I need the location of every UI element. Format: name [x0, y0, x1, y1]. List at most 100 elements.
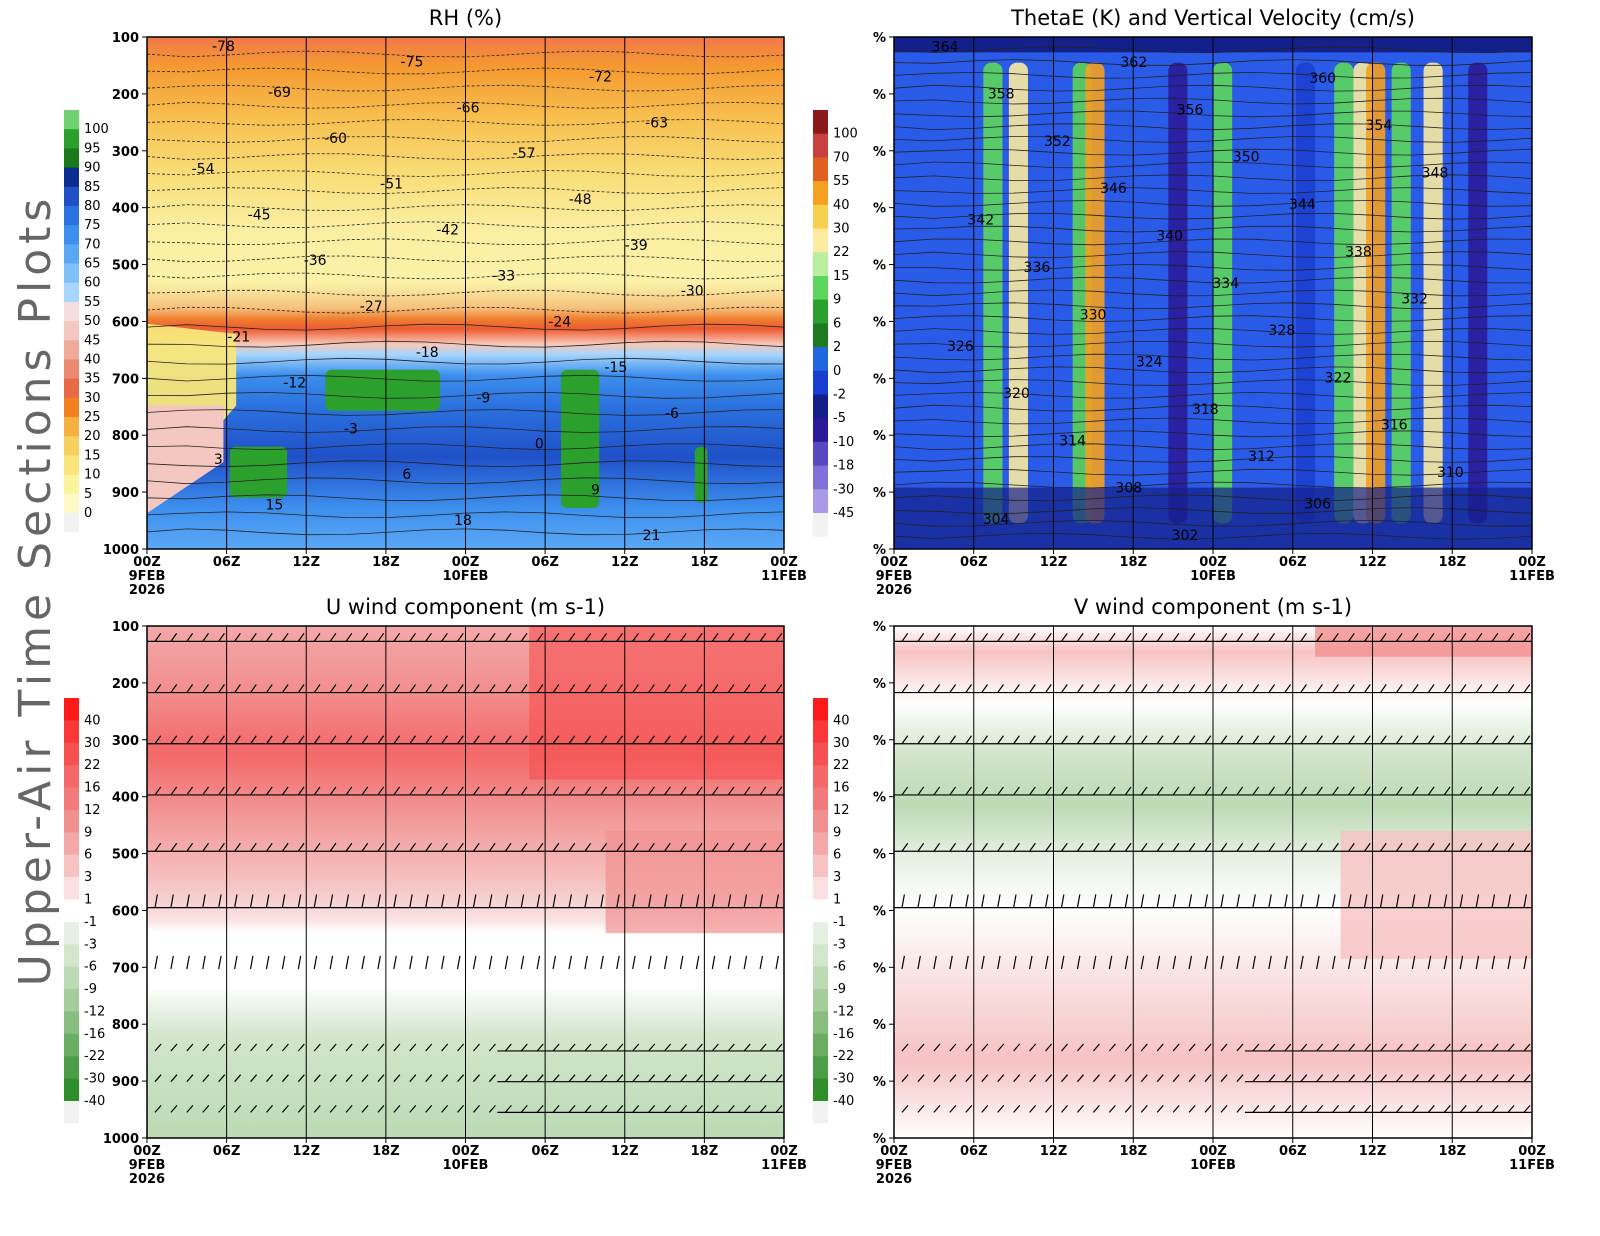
wind-barb	[1300, 735, 1307, 745]
wind-barb	[1013, 894, 1017, 908]
wind-barb	[409, 735, 416, 745]
wind-barb	[1028, 955, 1033, 970]
colorbar-label: 6	[833, 848, 841, 863]
colorbar-swatch	[64, 921, 79, 945]
wind-barb	[648, 684, 655, 693]
wind-barb	[981, 1043, 989, 1052]
wind-barb	[1523, 735, 1531, 745]
wind-barb	[664, 1043, 672, 1052]
wind-barb	[711, 684, 719, 693]
wind-barb	[1379, 735, 1387, 745]
x-tick-label: 00Z	[770, 555, 798, 570]
wind-barb	[648, 894, 652, 908]
colorbar-label: -30	[84, 1072, 105, 1087]
contour-line	[146, 187, 785, 194]
wind-barb	[425, 735, 432, 745]
wind-barb	[949, 955, 953, 970]
wind-barb	[1332, 1105, 1340, 1113]
wind-barb	[616, 632, 623, 642]
wind-barb	[250, 1105, 258, 1113]
colorbar-swatch	[64, 493, 79, 514]
wind-barb	[1347, 894, 1352, 908]
wind-barb	[313, 735, 321, 745]
wind-barb	[1300, 842, 1307, 852]
y-tick-label: 100	[112, 31, 139, 46]
wind-barb	[170, 842, 178, 852]
wind-barb	[393, 955, 397, 970]
wind-barb	[313, 1074, 321, 1083]
wind-barb	[1044, 955, 1049, 970]
colorbar-swatch	[813, 944, 828, 968]
chart-panel-vwind: V wind component (m s-1)%%%%%%%%%%00Z 06Z…	[813, 595, 1555, 1187]
wind-barb	[917, 735, 925, 745]
wind-barb	[584, 1043, 592, 1052]
wind-barb	[1140, 1043, 1148, 1052]
wind-barb	[1252, 955, 1256, 970]
wind-barb	[1443, 842, 1451, 852]
wind-barb	[1188, 786, 1196, 796]
x-tick-label: 00Z	[880, 1144, 908, 1159]
wind-barb	[600, 955, 604, 970]
wind-barb	[600, 786, 608, 796]
colorbar-label: 100	[833, 127, 858, 142]
wind-barb	[584, 1105, 592, 1113]
wind-barb	[1443, 955, 1448, 970]
colorbar-label: -1	[833, 915, 846, 930]
wind-barb	[361, 955, 365, 970]
rh-saturated-zone	[561, 369, 600, 509]
wind-barb	[664, 735, 671, 745]
wind-barb	[664, 842, 671, 852]
contour-label: 18	[454, 513, 472, 529]
wind-barb	[1252, 894, 1256, 908]
wind-barb	[186, 842, 194, 852]
wind-barb	[1507, 735, 1515, 745]
colorbar-label: -45	[833, 506, 854, 521]
wind-barb	[1252, 786, 1260, 796]
wind-barb	[1364, 632, 1371, 642]
contour-label: -63	[645, 116, 668, 132]
wind-barb	[1252, 1043, 1260, 1052]
y-tick-label: 700	[112, 372, 139, 387]
wind-barb	[170, 684, 178, 693]
wind-barb	[584, 735, 592, 745]
wind-barb	[1156, 1043, 1164, 1052]
wind-barb	[1029, 786, 1036, 796]
colorbar-swatch	[813, 157, 828, 182]
contour-line	[146, 204, 785, 211]
wind-barb	[520, 684, 528, 693]
wind-barb	[1284, 1074, 1292, 1083]
wind-barb	[727, 955, 732, 970]
wind-barb	[965, 1105, 973, 1113]
wind-barb	[1188, 1105, 1196, 1113]
wind-barb	[1427, 786, 1435, 796]
y-tick-label: 400	[112, 202, 139, 217]
wind-barb	[1380, 1043, 1387, 1052]
wind-barb	[202, 684, 209, 693]
x-tick-label: 00Z	[1199, 1144, 1227, 1159]
wind-barb	[1045, 1043, 1053, 1052]
wind-barb	[1459, 786, 1467, 796]
contour-line	[146, 67, 785, 75]
x-tick-label: 12Z	[611, 1144, 639, 1159]
contour-label: -78	[212, 39, 235, 55]
contour-label: 352	[1044, 134, 1071, 150]
wind-barb	[281, 1074, 289, 1083]
wind-barb	[600, 632, 608, 642]
wind-barb	[648, 842, 655, 852]
wind-barb	[1124, 842, 1132, 852]
wind-barb	[266, 1043, 273, 1052]
wind-barb	[1092, 955, 1097, 970]
wind-barb	[616, 842, 623, 852]
contour-label: 302	[1172, 528, 1199, 544]
wind-barb	[1029, 1074, 1037, 1083]
colorbar-swatch	[64, 129, 79, 149]
wind-barb	[265, 786, 273, 796]
wind-barb	[600, 735, 608, 745]
wind-barb	[1028, 894, 1033, 908]
wind-barb	[1507, 842, 1515, 852]
x-tick-label: 00Z	[452, 1144, 480, 1159]
contour-label: -18	[416, 345, 439, 361]
contour-label: 322	[1325, 370, 1352, 386]
wind-barb	[664, 1074, 672, 1083]
wind-barb	[695, 842, 703, 852]
